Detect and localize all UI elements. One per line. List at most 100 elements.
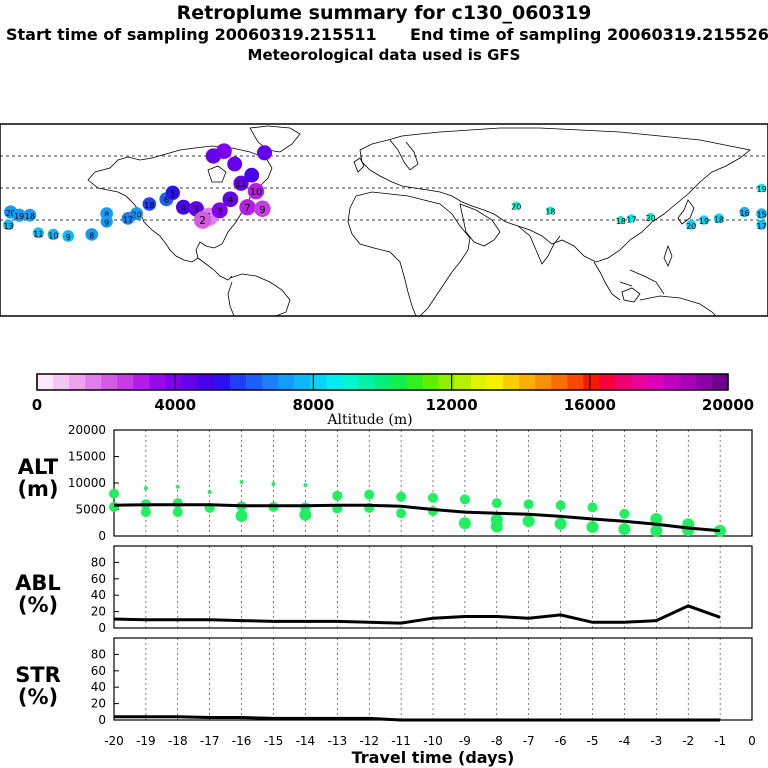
colorbar-cell xyxy=(117,374,134,390)
trajectory-point xyxy=(739,206,750,218)
start-time-label: Start time of sampling 20060319.215511 xyxy=(6,25,377,44)
colorbar-cell xyxy=(342,374,359,390)
altitude-scatter-point xyxy=(396,491,407,502)
trajectory-day-label: 8 xyxy=(89,231,94,240)
x-tick-label: -6 xyxy=(555,734,567,748)
trajectory-point xyxy=(47,228,59,241)
y-tick-label: 0 xyxy=(98,529,106,543)
altitude-scatter-point xyxy=(491,498,502,509)
colorbar-cell xyxy=(470,374,488,390)
y-tick-label: 0 xyxy=(98,621,106,635)
altitude-scatter-point xyxy=(143,486,148,491)
coastlines xyxy=(87,125,751,317)
panel-abl: 80 60 40 20 0 ABL(%) xyxy=(15,545,753,635)
colorbar-cell xyxy=(149,374,167,390)
trajectory-point xyxy=(233,175,249,191)
trajectory-point xyxy=(646,212,655,221)
altitude-scatter-point xyxy=(618,523,631,536)
trajectory-day-label: 4 xyxy=(227,195,233,206)
trajectory-day-label: 3 xyxy=(217,206,223,217)
altitude-colorbar: 0 4000 8000 12000 16000 20000 Altitude (m) xyxy=(32,373,754,428)
colorbar-cell xyxy=(438,374,456,390)
altitude-scatter-point xyxy=(650,524,663,537)
trajectory-day-label: 17 xyxy=(757,222,767,231)
colorbar-cell xyxy=(390,374,408,390)
chart-title: Retroplume summary for c130_060319 xyxy=(176,2,592,24)
trajectory-day-label: 20 xyxy=(511,203,521,212)
trajectory-day-label: 10 xyxy=(48,231,58,240)
colorbar-tick-label: 16000 xyxy=(564,396,616,414)
altitude-scatter-point xyxy=(554,517,567,530)
colorbar-cell xyxy=(535,374,552,390)
colorbar-cell xyxy=(599,374,617,390)
altitude-scatter-point xyxy=(332,490,343,501)
coast-uk xyxy=(353,157,365,173)
x-tick-label: -14 xyxy=(296,734,316,748)
colorbar-cell xyxy=(294,374,311,390)
map-panel: 2019181311109889201718654312347910112018… xyxy=(0,123,768,317)
coast-hudson xyxy=(207,165,227,183)
altitude-scatter-point xyxy=(619,508,630,519)
colorbar-cell xyxy=(695,374,713,390)
colorbar-cell xyxy=(454,374,472,390)
trajectory-point xyxy=(3,219,14,231)
trajectory-point xyxy=(193,211,212,229)
panel-alt: 20000 15000 10000 5000 0 ALT(m) xyxy=(17,423,753,543)
trajectory-point xyxy=(627,214,636,223)
y-tick-label: 15000 xyxy=(68,450,106,464)
trajectory-day-label: 20 xyxy=(131,211,141,220)
trajectory-day-label: 20 xyxy=(646,214,656,223)
altitude-scatter-point xyxy=(523,499,534,510)
panel-ylabel: (%) xyxy=(18,593,58,617)
trajectory-day-label: 19 xyxy=(757,185,767,194)
trajectory-point xyxy=(85,228,99,241)
end-time-label: End time of sampling 20060319.215526 xyxy=(410,25,768,44)
altitude-scatter-point xyxy=(490,520,503,533)
altitude-scatter-point xyxy=(140,507,151,518)
coast-central-america xyxy=(197,257,233,281)
x-tick-label: -5 xyxy=(587,734,599,748)
altitude-scatter-point xyxy=(587,502,598,513)
colorbar-tick-label: 0 xyxy=(32,396,42,414)
altitude-scatter-point xyxy=(555,500,566,511)
altitude-scatter-point xyxy=(239,479,244,484)
colorbar-tick-label: 4000 xyxy=(154,396,196,414)
trajectory-day-label: 18 xyxy=(616,217,626,226)
x-tick-label: -11 xyxy=(391,734,411,748)
altitude-scatter-point xyxy=(650,513,663,526)
trajectory-point xyxy=(12,208,26,222)
altitude-scatter-point xyxy=(586,520,599,533)
colorbar-cell xyxy=(358,374,375,390)
y-tick-label: 60 xyxy=(91,572,106,586)
trajectory-day-label: 20 xyxy=(686,222,696,231)
y-tick-label: 80 xyxy=(91,647,106,661)
x-tick-label: -2 xyxy=(682,734,694,748)
panel-ylabel: ALT xyxy=(18,455,59,479)
x-tick-label: -18 xyxy=(168,734,188,748)
x-tick-label: -19 xyxy=(136,734,156,748)
x-tick-label: -15 xyxy=(264,734,284,748)
trajectory-day-label: 15 xyxy=(757,211,767,220)
x-tick-label: -9 xyxy=(459,734,471,748)
coast-india xyxy=(517,225,561,265)
colorbar-cell xyxy=(213,374,231,390)
trajectory-day-label: 17 xyxy=(123,215,133,224)
trajectory-point xyxy=(165,185,180,200)
panel-series-line xyxy=(113,503,721,533)
y-tick-label: 20 xyxy=(91,605,106,619)
x-tick-label: -20 xyxy=(104,734,124,748)
colorbar-cell xyxy=(422,374,440,390)
coast-scandinavia xyxy=(389,139,419,171)
altitude-scatter-point xyxy=(299,508,312,521)
coast-africa xyxy=(347,191,471,317)
y-tick-label: 40 xyxy=(91,588,106,602)
trajectory-point xyxy=(616,215,625,225)
trajectory-point xyxy=(100,215,113,228)
colorbar-tick-label: 8000 xyxy=(293,396,335,414)
trajectory-day-label: 3 xyxy=(193,205,199,216)
trajectory-day-label: 18 xyxy=(144,200,154,210)
coast-australia xyxy=(639,295,717,317)
trajectory-day-label: 18 xyxy=(545,207,555,216)
y-tick-label: 10000 xyxy=(68,476,106,490)
y-tick-label: 0 xyxy=(98,713,106,727)
